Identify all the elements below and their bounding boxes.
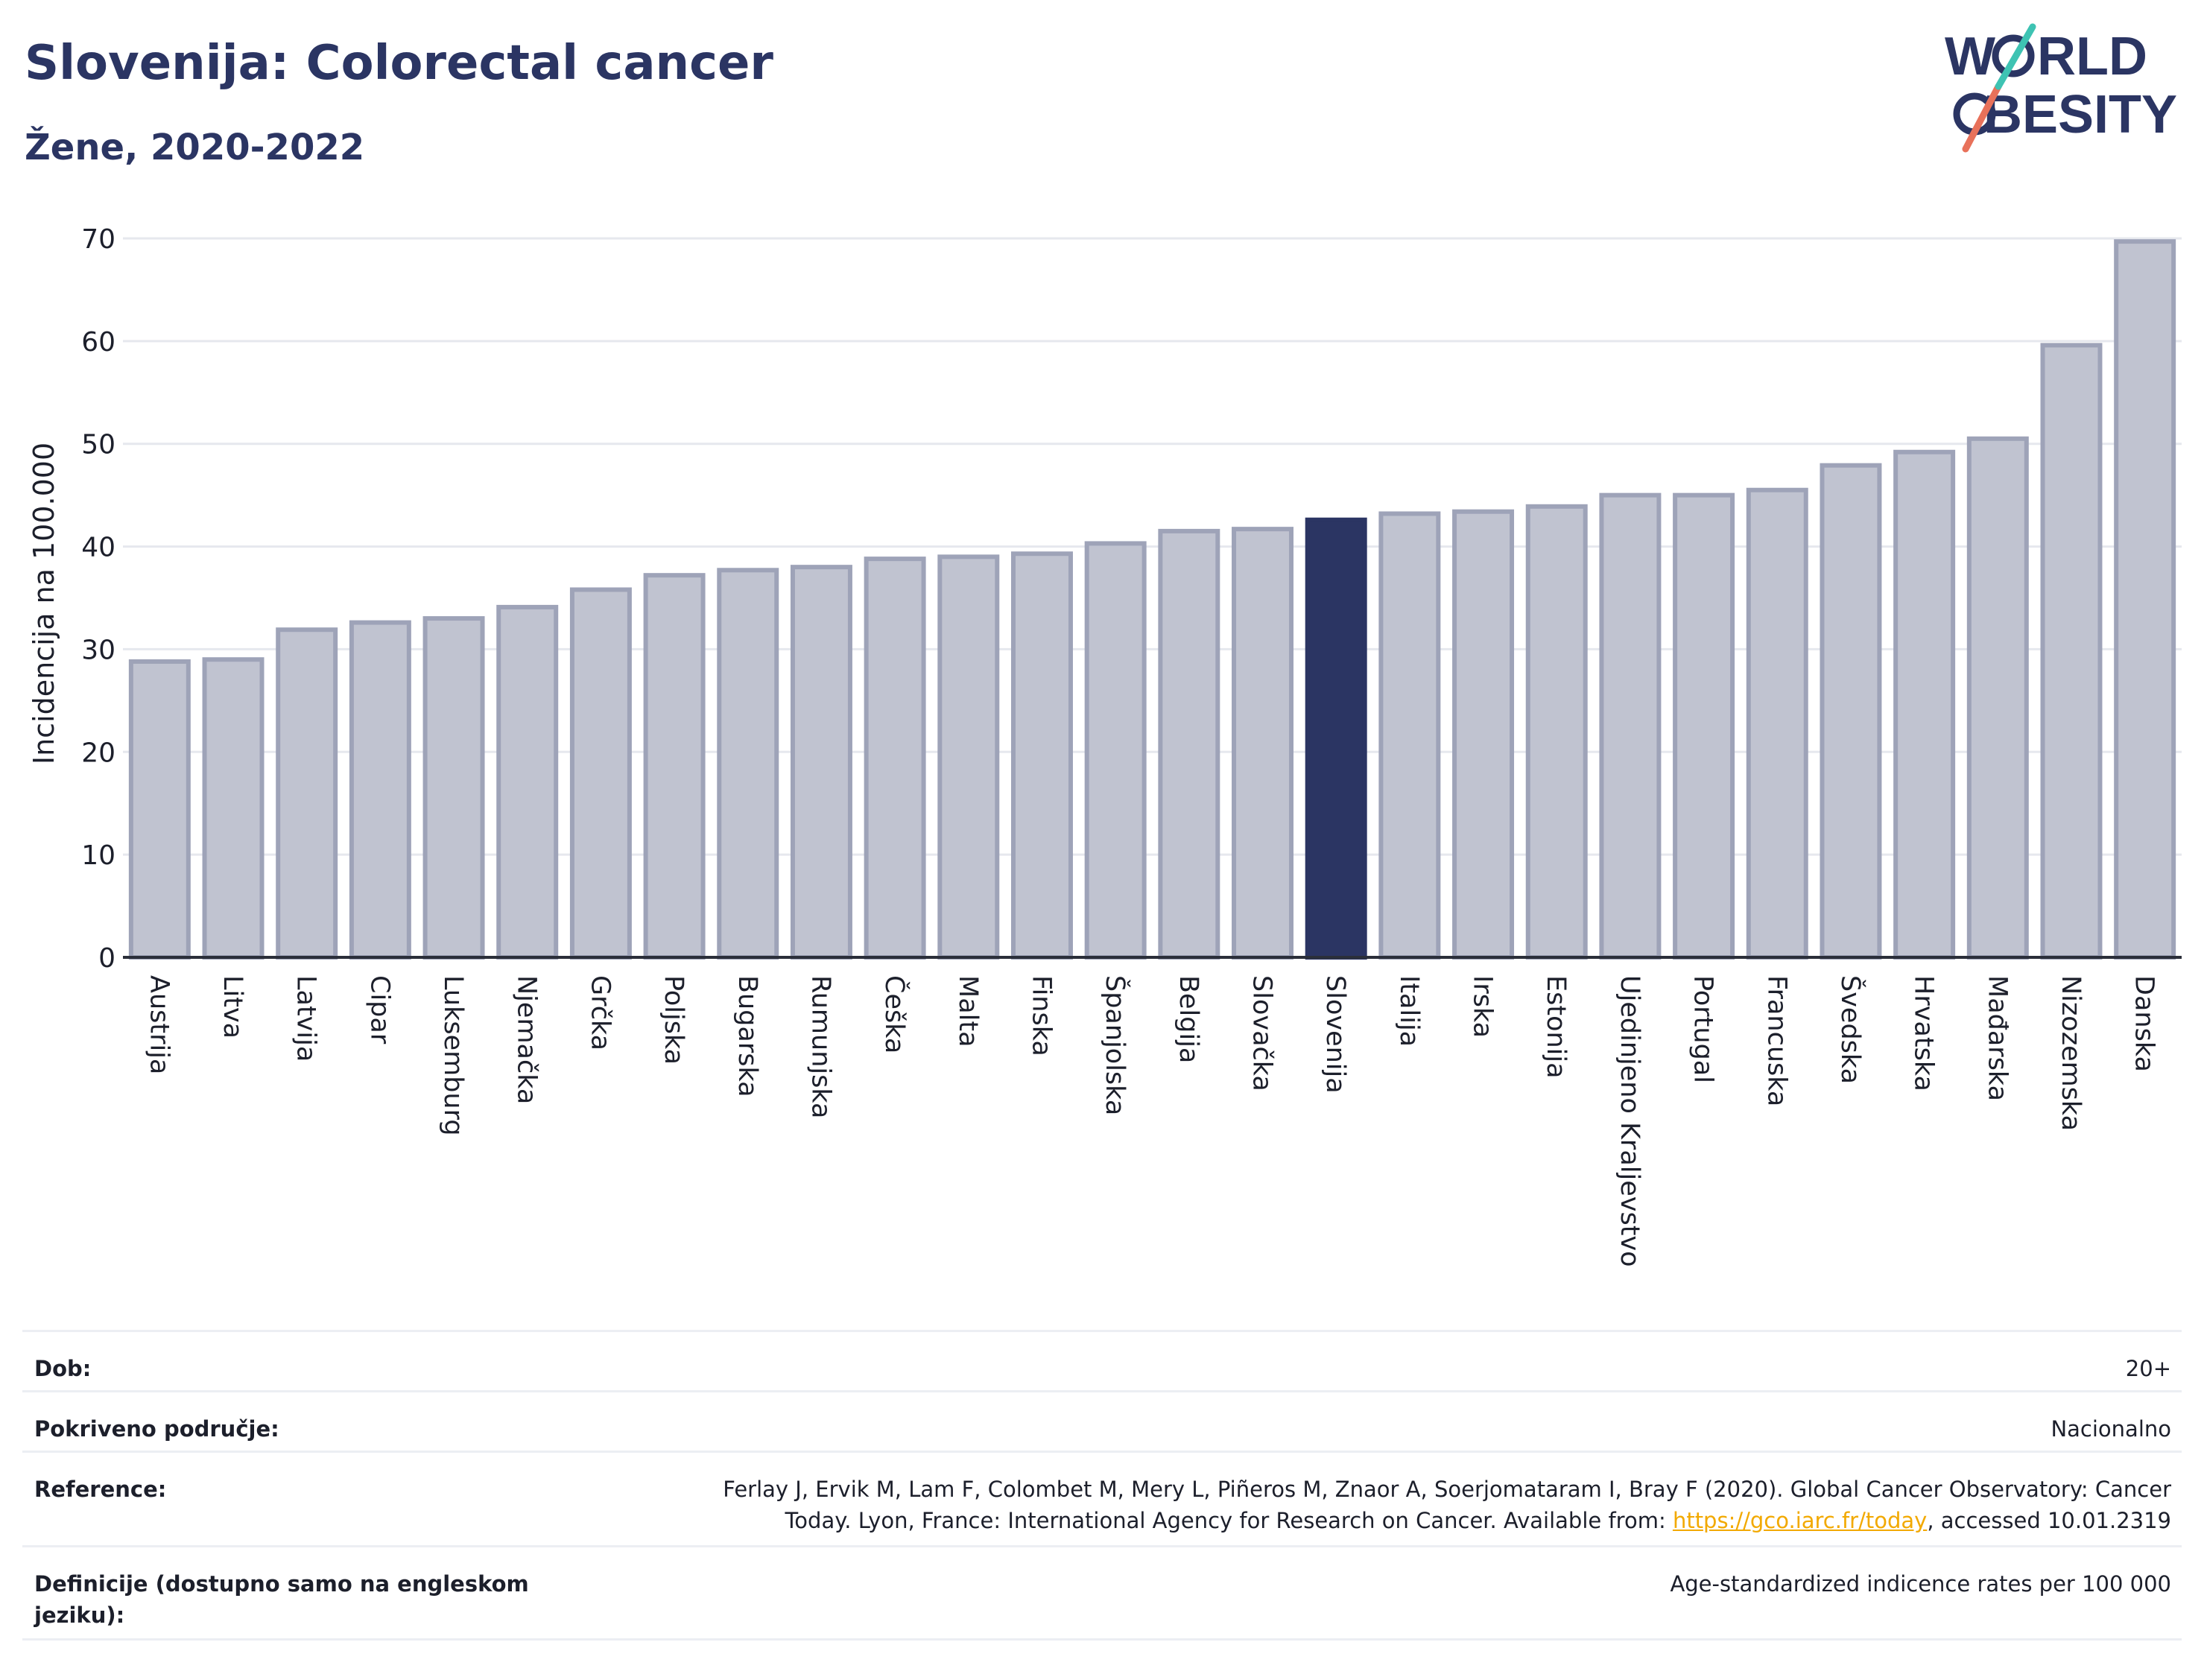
bar-italija [1378, 511, 1441, 960]
logo-text-line2: BESITY [1983, 85, 2177, 145]
info-row-reference: Reference: Ferlay J, Ervik M, Lam F, Col… [22, 1451, 2182, 1545]
x-tick-label: Danska [2129, 975, 2159, 1072]
age-label: Dob: [34, 1356, 92, 1381]
bar-nizozemska [2040, 343, 2103, 960]
x-tick-label: Irska [1468, 975, 1498, 1038]
x-tick-label: Slovenija [1320, 975, 1350, 1094]
coverage-label: Pokriveno područje: [34, 1416, 279, 1442]
bar-mađarska [1966, 436, 2029, 960]
x-tick-label: Latvija [291, 975, 321, 1062]
x-tick-label: Hrvatska [1909, 975, 1939, 1091]
y-tick-label: 50 [81, 430, 115, 460]
world-obesity-logo: W RLD BESITY [1945, 23, 2177, 153]
y-tick-label: 0 [98, 943, 115, 974]
y-tick-label: 30 [81, 635, 115, 665]
x-tick-label: Njemačka [512, 975, 542, 1104]
definitions-value: Age-standardized indicence rates per 100… [1670, 1571, 2171, 1597]
reference-text-2: Today. Lyon, France: International Agenc… [785, 1508, 1673, 1533]
bar-cipar [349, 620, 411, 960]
bar-litva [202, 657, 265, 960]
bar-španjolska [1084, 541, 1147, 960]
x-tick-label: Ujedinjeno Kraljevstvo [1615, 975, 1644, 1267]
bar-portugal [1673, 492, 1735, 960]
x-tick-label: Austrija [144, 975, 174, 1074]
bar-grčka [569, 587, 632, 960]
bar-ujedinjeno-kraljevstvo [1599, 492, 1662, 960]
x-tick-label: Grčka [585, 975, 615, 1050]
x-tick-label: Estonija [1541, 975, 1571, 1079]
age-value: 20+ [2125, 1356, 2171, 1381]
x-tick-label: Španjolska [1100, 975, 1131, 1115]
y-tick-label: 40 [81, 533, 115, 563]
x-tick-label: Litva [218, 975, 247, 1039]
definitions-label: Definicije (dostupno samo na engleskom j… [34, 1571, 529, 1628]
bar-rumunjska [790, 565, 852, 960]
y-tick-label: 60 [81, 327, 115, 358]
info-row-definitions: Definicije (dostupno samo na engleskom j… [22, 1545, 2182, 1641]
bar-austrija [128, 659, 191, 960]
bar-bugarska [717, 568, 779, 960]
logo-text-line1: W RLD [1945, 27, 2147, 86]
x-tick-label: Slovačka [1247, 975, 1277, 1091]
info-row-coverage: Pokriveno područje: Nacionalno [22, 1390, 2182, 1451]
y-tick-label: 20 [81, 738, 115, 768]
reference-label: Reference: [34, 1477, 167, 1502]
logo-slash-teal [1995, 23, 2036, 90]
x-tick-label: Portugal [1688, 975, 1718, 1083]
bar-švedska [1820, 463, 1882, 960]
bar-češka [864, 557, 926, 960]
bar-njemačka [496, 604, 559, 960]
bar-finska [1010, 551, 1073, 960]
reference-value: Ferlay J, Ervik M, Lam F, Colombet M, Me… [569, 1474, 2171, 1536]
reference-link[interactable]: https://gco.iarc.fr/today [1672, 1508, 1928, 1533]
x-tick-label: Rumunjska [805, 975, 835, 1118]
x-tick-label: Švedska [1835, 975, 1866, 1084]
bar-chart: 0 10 20 30 40 50 60 70 Austrija Litva Latvija Cipa… [28, 224, 2182, 1267]
x-tick-label: Finska [1026, 975, 1056, 1056]
x-tick-label: Češka [879, 975, 911, 1053]
bar-malta [937, 554, 1000, 960]
x-axis-ticks: Austrija Litva Latvija Cipar Luksemburg Njema… [144, 975, 2159, 1267]
x-tick-label: Malta [953, 975, 983, 1047]
bar-estonija [1525, 504, 1588, 960]
bar-danska [2114, 239, 2176, 960]
x-tick-label: Francuska [1761, 975, 1791, 1106]
bar-hrvatska [1893, 449, 1956, 960]
x-tick-label: Luksemburg [438, 975, 468, 1136]
coverage-value: Nacionalno [2051, 1416, 2171, 1442]
x-tick-label: Mađarska [1982, 975, 2012, 1101]
x-tick-label: Nizozemska [2056, 975, 2086, 1131]
x-tick-label: Italija [1394, 975, 1424, 1047]
bar-slovenija [1305, 517, 1367, 960]
y-tick-label: 70 [81, 224, 115, 255]
bar-poljska [643, 573, 706, 960]
bar-belgija [1158, 528, 1220, 960]
chart-title: Slovenija: Colorectal cancer [25, 36, 773, 91]
bar-luksemburg [422, 616, 485, 960]
info-row-age: Dob: 20+ [22, 1330, 2182, 1390]
bars [128, 239, 2176, 960]
x-tick-label: Cipar [364, 975, 394, 1045]
bar-francuska [1746, 487, 1808, 960]
bar-slovačka [1232, 527, 1294, 960]
logo-o-ring [1992, 34, 2035, 77]
bar-irska [1452, 509, 1515, 960]
y-tick-label: 10 [81, 840, 115, 871]
y-axis-ticks: 0 10 20 30 40 50 60 70 [81, 224, 115, 974]
x-tick-label: Belgija [1174, 975, 1203, 1063]
info-table: Dob: 20+ Pokriveno područje: Nacionalno … [22, 1330, 2182, 1641]
x-tick-label: Bugarska [732, 975, 762, 1097]
logo-slash-red [1962, 83, 2002, 153]
reference-text-1: Ferlay J, Ervik M, Lam F, Colombet M, Me… [723, 1477, 2171, 1502]
chart-subtitle: Žene, 2020-2022 [25, 127, 365, 168]
x-tick-label: Poljska [659, 975, 688, 1065]
bar-latvija [276, 627, 338, 960]
reference-text-3: , accessed 10.01.2319 [1927, 1508, 2171, 1533]
y-axis-label: Incidencija na 100.000 [28, 443, 60, 764]
